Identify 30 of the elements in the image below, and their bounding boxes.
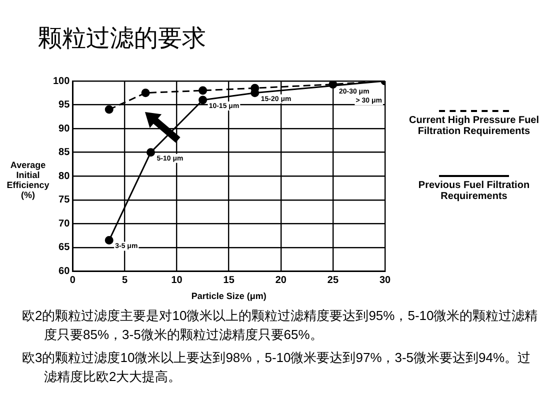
- y-tick-label: 95: [58, 100, 70, 111]
- text: Current High Pressure Fuel Filtration Requirements: [408, 115, 540, 137]
- y-tick-label: 70: [58, 218, 70, 230]
- point: [146, 148, 156, 157]
- y-tick-label: 75: [58, 194, 70, 206]
- y-tick-label: 80: [58, 170, 70, 182]
- y-tick-label: 85: [58, 147, 70, 158]
- y-tick-label: 60: [58, 266, 70, 277]
- x-axis-title: Particle Size (μm): [191, 291, 266, 302]
- point: [198, 86, 208, 95]
- y-tick-label: 65: [58, 242, 70, 254]
- x-tick-label: 0: [70, 274, 76, 286]
- y-tick-label: 100: [52, 76, 70, 87]
- y-axis-title: Average Initial Efficiency (%): [6, 160, 50, 200]
- point: [104, 236, 114, 245]
- x-tick-label: 5: [122, 274, 128, 286]
- x-tick-label: 20: [275, 274, 287, 286]
- text: 欧3的颗粒过滤度10微米以上要达到98%，5-10微米要达到97%，3-5微米要达到94%。过滤精度比欧2大大提高。: [22, 349, 532, 386]
- point: [104, 105, 114, 114]
- y-tick-label: 90: [58, 123, 70, 134]
- text: Previous Fuel Filtration Requirements: [417, 180, 531, 202]
- chart-title: 颗粒过滤的要求: [38, 23, 206, 54]
- point: [328, 81, 338, 89]
- x-tick-label: 15: [223, 274, 235, 286]
- point: [141, 88, 150, 98]
- point: [198, 96, 208, 104]
- x-tick-label: 30: [379, 274, 391, 286]
- text: 欧2的颗粒过滤度主要是对10微米以上的颗粒过滤精度要达到95%，5-10微米的颗粒过滤精度只要85%，3-5微米的颗粒过滤精度只要65%。: [22, 307, 539, 344]
- x-tick-label: 10: [171, 274, 183, 286]
- x-tick-label: 25: [327, 274, 339, 286]
